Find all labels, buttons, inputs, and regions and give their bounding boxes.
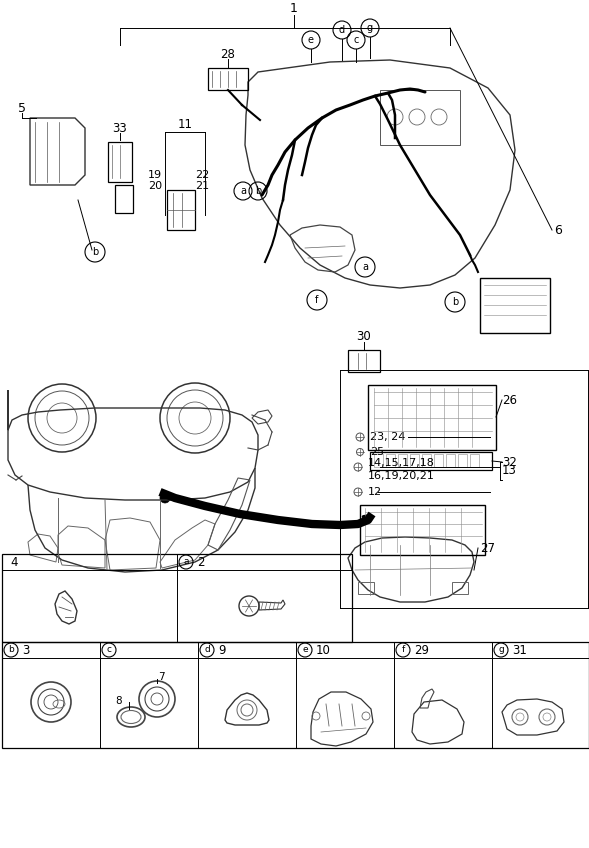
Bar — [360, 505, 485, 555]
Bar — [434, 454, 443, 467]
Bar — [398, 454, 407, 467]
Bar — [368, 385, 496, 450]
Text: 30: 30 — [356, 330, 372, 343]
Text: e: e — [308, 35, 314, 45]
Text: 31: 31 — [512, 644, 527, 656]
Text: 28: 28 — [220, 47, 236, 60]
Text: 12: 12 — [368, 487, 382, 497]
Bar — [422, 454, 431, 467]
Text: b: b — [255, 186, 261, 196]
Text: 2: 2 — [197, 555, 204, 568]
Bar — [386, 454, 395, 467]
Text: b: b — [452, 297, 458, 307]
Text: d: d — [204, 645, 210, 655]
Text: c: c — [353, 35, 359, 45]
Text: 29: 29 — [414, 644, 429, 656]
Text: b: b — [8, 645, 14, 655]
Text: 33: 33 — [112, 121, 127, 135]
Bar — [452, 582, 468, 594]
Text: 11: 11 — [177, 119, 193, 131]
Text: 7: 7 — [158, 672, 164, 682]
Text: f: f — [401, 645, 405, 655]
Text: 32: 32 — [502, 455, 517, 468]
Bar — [167, 190, 195, 230]
Bar — [348, 350, 380, 372]
Text: 27: 27 — [480, 542, 495, 555]
Text: 1: 1 — [290, 3, 298, 15]
Bar — [446, 454, 455, 467]
Text: a: a — [362, 262, 368, 272]
Text: g: g — [498, 645, 504, 655]
Text: 10: 10 — [316, 644, 331, 656]
Bar — [410, 454, 419, 467]
Text: e: e — [302, 645, 308, 655]
Text: f: f — [315, 295, 319, 305]
Text: d: d — [339, 25, 345, 35]
Text: 23, 24: 23, 24 — [370, 432, 405, 442]
Text: 5: 5 — [18, 102, 26, 114]
Text: 13: 13 — [502, 465, 517, 477]
Bar — [458, 454, 467, 467]
Bar — [380, 90, 460, 145]
Text: 21: 21 — [195, 181, 209, 191]
Bar — [470, 454, 479, 467]
Text: 20: 20 — [148, 181, 162, 191]
Text: 6: 6 — [554, 224, 562, 237]
Text: 25: 25 — [370, 447, 384, 457]
Bar — [480, 278, 550, 333]
Bar — [370, 452, 492, 470]
Bar — [2, 642, 589, 748]
Circle shape — [160, 493, 170, 503]
Bar — [108, 142, 132, 182]
Text: 3: 3 — [22, 644, 29, 656]
Text: 14,15,17,18: 14,15,17,18 — [368, 458, 435, 468]
Bar — [115, 185, 133, 213]
Bar — [374, 454, 383, 467]
Text: g: g — [367, 23, 373, 33]
Text: b: b — [92, 247, 98, 257]
Bar — [2, 554, 352, 642]
Bar — [358, 582, 374, 594]
Text: 19: 19 — [148, 170, 162, 180]
Text: a: a — [240, 186, 246, 196]
Text: c: c — [107, 645, 111, 655]
Text: a: a — [183, 557, 188, 566]
Text: 16,19,20,21: 16,19,20,21 — [368, 471, 435, 481]
Text: 22: 22 — [195, 170, 209, 180]
Text: 26: 26 — [502, 393, 517, 406]
Text: 4: 4 — [10, 555, 18, 568]
Text: 9: 9 — [218, 644, 226, 656]
Text: 8: 8 — [115, 696, 123, 706]
Bar — [208, 68, 248, 90]
